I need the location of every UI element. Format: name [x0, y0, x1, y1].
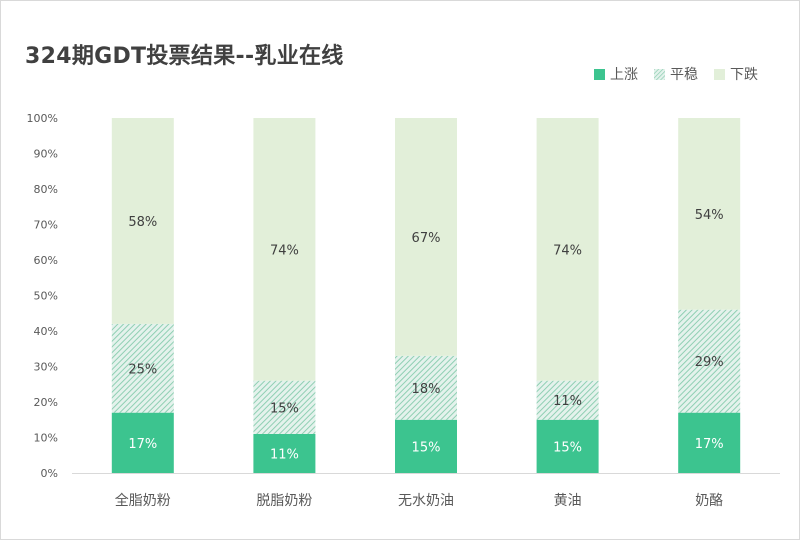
bar-segment-rise: [395, 419, 457, 473]
y-tick-label: 10%: [34, 432, 58, 445]
bar-segment-rise: [678, 412, 741, 473]
bar-segment-fall: [395, 118, 457, 356]
bar-segment-stable: [253, 380, 316, 434]
y-tick-label: 70%: [34, 219, 58, 232]
data-label-rise: 11%: [270, 447, 299, 462]
bar-segment-stable: [111, 323, 174, 413]
bar-segment-fall: [678, 118, 741, 310]
bar-segment-rise: [111, 412, 174, 473]
data-label-fall: 74%: [270, 243, 299, 258]
y-tick-label: 90%: [34, 148, 58, 161]
legend-swatch-fall: [714, 68, 725, 80]
x-tick-label: 全脂奶粉: [115, 492, 171, 509]
bar-segment-stable: [678, 309, 741, 413]
x-axis: 全脂奶粉 脱脂奶粉 无水奶油 黄油 奶酪: [72, 473, 780, 509]
bar-segment-fall: [536, 118, 599, 381]
data-label-rise: 17%: [128, 437, 157, 452]
legend-label-rise: 上涨: [610, 67, 638, 83]
data-label-stable: 18%: [412, 382, 441, 397]
bar-segment-rise: [536, 419, 599, 473]
x-tick-label: 黄油: [554, 492, 582, 509]
x-tick-label: 无水奶油: [398, 493, 454, 509]
data-label-stable: 15%: [270, 401, 299, 416]
chart-title: 324期GDT投票结果--乳业在线: [25, 44, 344, 69]
bar-segment-stable: [395, 355, 457, 420]
bar-segment-rise: [253, 433, 316, 473]
legend-swatch-rise: [594, 68, 605, 80]
data-label-rise: 15%: [412, 440, 441, 455]
data-label-fall: 67%: [412, 231, 441, 246]
data-label-stable: 11%: [553, 394, 582, 409]
y-tick-label: 50%: [34, 290, 58, 303]
y-tick-label: 40%: [34, 325, 58, 338]
data-label-rise: 15%: [553, 440, 582, 455]
y-tick-label: 20%: [34, 396, 58, 409]
bar-segment-fall: [253, 118, 316, 381]
bars: 17% 25% 58% 11% 15% 74% 15% 18% 67% 15% 11% 74% 17% 2…: [111, 118, 741, 473]
data-label-fall: 74%: [553, 243, 582, 258]
y-tick-label: 0%: [41, 467, 58, 480]
data-label-fall: 54%: [695, 208, 724, 223]
bar-segment-stable: [536, 380, 599, 420]
y-tick-label: 30%: [34, 361, 58, 374]
y-tick-label: 80%: [34, 183, 58, 196]
data-label-stable: 29%: [695, 355, 724, 370]
x-tick-label: 脱脂奶粉: [256, 493, 312, 509]
y-tick-label: 60%: [34, 254, 58, 267]
legend-label-fall: 下跌: [730, 67, 758, 83]
data-label-fall: 58%: [128, 215, 157, 230]
legend-item-fall: 下跌: [714, 64, 758, 84]
bar-segment-fall: [111, 118, 174, 324]
data-label-rise: 17%: [695, 437, 724, 452]
legend-label-stable: 平稳: [670, 67, 698, 83]
y-tick-label: 100%: [27, 112, 58, 125]
x-tick-label: 奶酪: [695, 493, 723, 509]
legend-item-stable: 平稳: [654, 64, 698, 84]
legend-item-rise: 上涨: [594, 64, 638, 84]
y-axis: 0% 10% 20% 30% 40% 50% 60% 70% 80% 90% 100%: [27, 112, 58, 480]
legend: 上涨 平稳 下跌: [594, 64, 758, 84]
legend-swatch-stable: [654, 68, 665, 80]
data-label-stable: 25%: [128, 362, 157, 377]
